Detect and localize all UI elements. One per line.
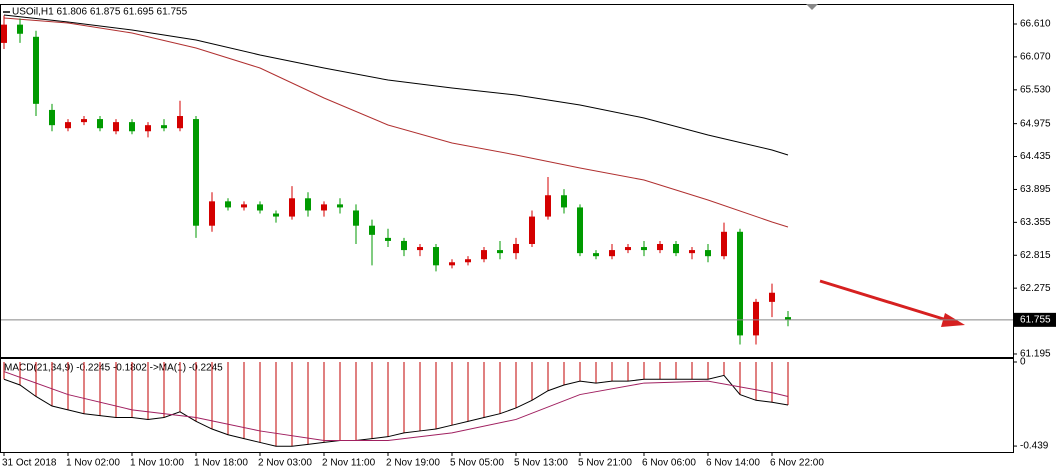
candle-body	[385, 237, 391, 241]
candle-body	[337, 204, 343, 208]
candle-body	[545, 195, 551, 217]
candle-body	[465, 259, 471, 263]
candle-body	[641, 247, 647, 251]
candle-body	[273, 213, 279, 217]
candle-body	[769, 292, 775, 302]
y-tick-label: 63.895	[1020, 184, 1051, 195]
candle-body	[1, 24, 7, 43]
x-tick-label: 1 Nov 10:00	[130, 458, 184, 469]
candle-body	[497, 250, 503, 254]
candle-body	[705, 250, 711, 257]
candle-body	[225, 201, 231, 208]
candle-body	[161, 125, 167, 129]
x-tick-label: 6 Nov 22:00	[770, 458, 824, 469]
candle-body	[65, 122, 71, 129]
candle-body	[401, 240, 407, 251]
x-tick-label: 31 Oct 2018	[2, 458, 57, 469]
candle-body	[113, 122, 119, 132]
chart-title: USOil,H1 61.806 61.875 61.695 61.755	[12, 7, 188, 18]
candle-body	[193, 119, 199, 226]
candle-body	[81, 119, 87, 123]
y-tick-label: -0.439	[1020, 441, 1049, 452]
candle-body	[97, 119, 103, 129]
shift-marker	[806, 4, 818, 10]
candle-body	[529, 216, 535, 244]
candle-body	[689, 250, 695, 254]
x-tick-label: 1 Nov 02:00	[66, 458, 120, 469]
y-tick-label: 62.275	[1020, 283, 1051, 294]
y-tick-label: 65.530	[1020, 84, 1051, 95]
y-tick-label: 64.435	[1020, 151, 1051, 162]
candle-body	[785, 317, 791, 320]
candle-body	[481, 250, 487, 260]
x-tick-label: 2 Nov 19:00	[386, 458, 440, 469]
candle-body	[305, 198, 311, 211]
x-tick-label: 1 Nov 18:00	[194, 458, 248, 469]
y-tick-label: 63.355	[1020, 217, 1051, 228]
arrow-shaft	[819, 279, 951, 323]
candle-body	[449, 262, 455, 266]
candle-body	[49, 109, 55, 126]
candle-body	[737, 231, 743, 336]
candle-body	[241, 204, 247, 208]
candle-body	[257, 204, 263, 211]
candle-body	[353, 210, 359, 226]
candle-body	[561, 195, 567, 208]
candle-body	[209, 201, 215, 226]
x-tick-label: 5 Nov 05:00	[450, 458, 504, 469]
macd-line	[3, 374, 789, 447]
x-tick-label: 2 Nov 11:00	[322, 458, 376, 469]
macd-title: MACD(21,34,9) -0.2245 -0.1802 ->MA(1) -0…	[4, 363, 223, 374]
price-label-box	[1014, 312, 1056, 327]
moving-average-line	[3, 14, 789, 156]
x-tick-label: 5 Nov 21:00	[578, 458, 632, 469]
y-tick-label: 62.815	[1020, 250, 1051, 261]
candle-body	[129, 122, 135, 132]
y-tick-label: 64.975	[1020, 118, 1051, 129]
y-tick-label: 61.195	[1020, 349, 1051, 360]
candle-body	[753, 301, 759, 336]
candle-body	[433, 247, 439, 266]
x-tick-label: 5 Nov 13:00	[514, 458, 568, 469]
candle-body	[657, 243, 663, 251]
candle-body	[177, 116, 183, 129]
candle-body	[625, 247, 631, 251]
candle-body	[369, 225, 375, 235]
y-tick-label: 66.610	[1020, 19, 1051, 30]
x-tick-label: 6 Nov 14:00	[706, 458, 760, 469]
candle-body	[17, 24, 23, 34]
candle-body	[513, 243, 519, 254]
candle-body	[577, 207, 583, 254]
candle-body	[321, 204, 327, 211]
candle-body	[417, 247, 423, 251]
price-label: 61.755	[1020, 314, 1051, 325]
candle-body	[289, 198, 295, 217]
moving-average-line	[3, 371, 789, 442]
x-tick-label: 2 Nov 03:00	[258, 458, 312, 469]
y-tick-label: 66.070	[1020, 52, 1051, 63]
macd-pane	[0, 358, 1014, 453]
candle-body	[145, 125, 151, 132]
x-tick-label: 6 Nov 06:00	[642, 458, 696, 469]
candle-body	[609, 250, 615, 257]
main-pane	[0, 4, 1014, 358]
candle-body	[673, 243, 679, 254]
candle-body	[593, 253, 599, 257]
y-tick-label: 0	[1020, 357, 1026, 368]
moving-average-line	[3, 17, 789, 228]
candle-body	[33, 36, 39, 104]
candle-body	[721, 231, 727, 257]
